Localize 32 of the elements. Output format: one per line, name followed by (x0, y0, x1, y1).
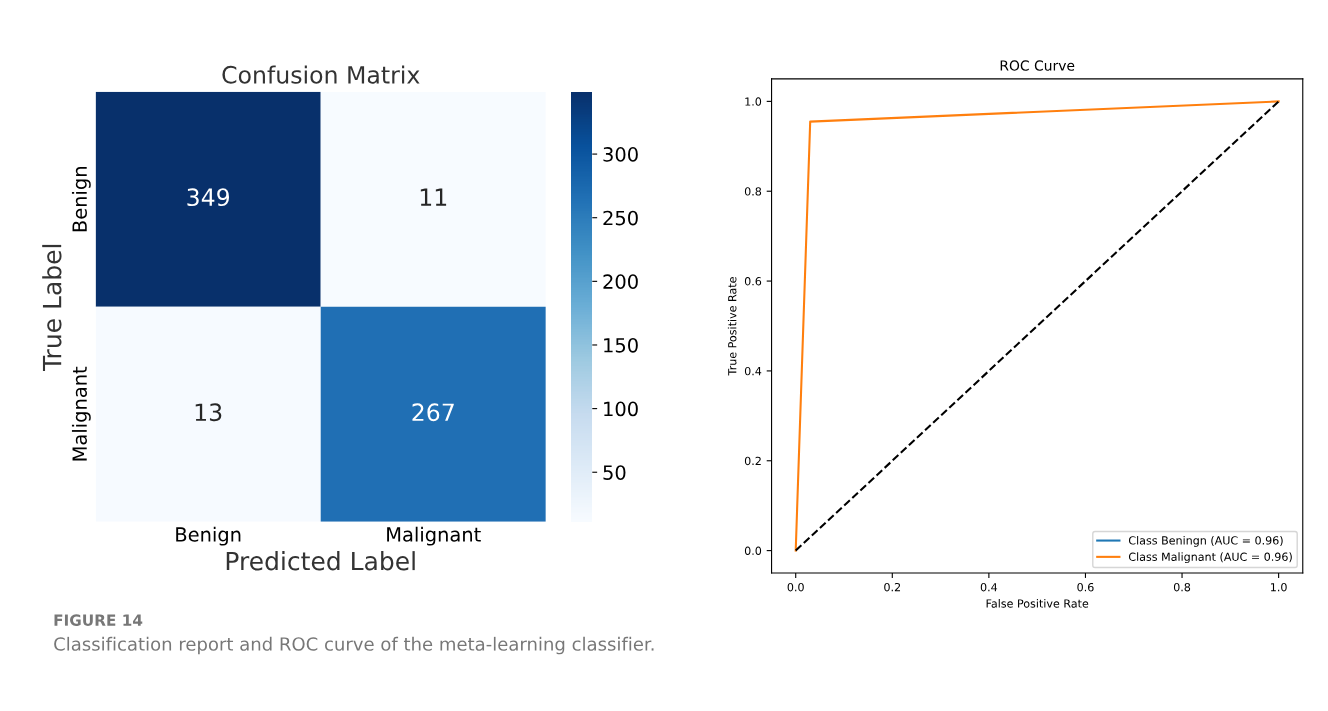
color-bar-label: 50 (603, 465, 626, 480)
x-axis-title: Predicted Label (226, 551, 415, 571)
y-tick-label: 0.8 (744, 187, 762, 196)
color-bar-label: 100 (604, 401, 638, 417)
chart-title: ROC Curve (1000, 60, 1075, 71)
x-axis-title: False Positive Rate (986, 599, 1089, 608)
y-tick-label: 1.0 (745, 97, 762, 106)
y-tick-label: 0.4 (744, 366, 762, 376)
x-tick-label: 0.6 (1077, 582, 1094, 592)
x-tick-label: 0.8 (1173, 582, 1191, 592)
caption: FIGURE 14 (54, 614, 143, 626)
y-tick-label: 0.0 (744, 546, 762, 555)
data-label: 13 (195, 403, 222, 422)
chart-title: Confusion Matrix (222, 65, 420, 84)
legend-label: Class Beningn (AUC = 0.96) (1128, 536, 1283, 547)
y-tick-label: 0.6 (744, 277, 762, 286)
x-tick-label: 1.0 (1271, 582, 1287, 592)
legend-label: Class Malignant (AUC = 0.96) (1128, 552, 1292, 564)
x-tick-label: 0.0 (787, 582, 804, 592)
data-label: 267 (412, 403, 454, 422)
y-tick-label: 0.2 (744, 456, 761, 466)
color-bar-label: 300 (603, 147, 638, 162)
text: Classification report and ROC curve of the meta-learning classifier. (54, 636, 654, 655)
data-label: 349 (187, 188, 230, 207)
y-axis-title: True Label (42, 244, 62, 372)
color-bar-label: 200 (603, 274, 638, 290)
data-label: 11 (420, 188, 447, 206)
x-tick-label: 0.2 (884, 582, 901, 592)
x-tick-label: 0.4 (980, 582, 998, 592)
color-bar-label: 250 (603, 210, 638, 226)
color-bar-label: 150 (604, 337, 638, 353)
y-axis-title: True Positive Rate (727, 277, 737, 376)
